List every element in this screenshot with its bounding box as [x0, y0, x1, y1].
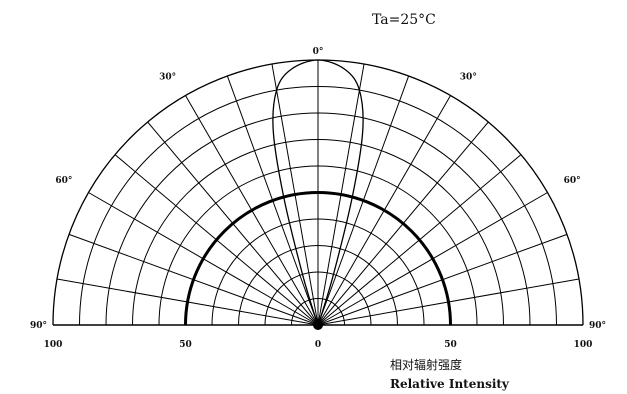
grid-spoke--20: [226, 75, 319, 326]
grid-spoke-60: [317, 192, 548, 326]
series-layer: [272, 59, 364, 327]
xlabel-english: Relative Intensity: [390, 377, 510, 391]
radial-tick-label-right-50: 50: [444, 340, 457, 350]
radiation-pattern-line-0: [272, 59, 364, 327]
grid-spoke--10: [271, 63, 319, 326]
grid-spoke-50: [317, 154, 522, 326]
grid-spoke-70: [317, 233, 568, 326]
radial-tick-label-right-100: 100: [574, 340, 593, 350]
angle-label-60: 60°: [564, 176, 581, 186]
radial-tick-label-left-50: 50: [179, 340, 192, 350]
grid-spoke-80: [317, 278, 580, 326]
grid-spoke-30: [317, 95, 451, 326]
condition-label: Ta=25°C: [372, 12, 436, 28]
grid-spoke--60: [88, 192, 319, 326]
polar-grid: [52, 59, 584, 330]
grid-spoke--80: [56, 278, 319, 326]
grid-spoke-20: [317, 75, 410, 326]
angle-label-neg60: 60°: [55, 176, 72, 186]
angle-label-neg90: 90°: [30, 321, 47, 331]
label-layer: 90° 60° 30° 0° 30° 60° 90° 100 50 0 50 100: [30, 47, 606, 350]
xlabel-chinese: 相对辐射强度: [390, 357, 462, 372]
grid-spoke--30: [185, 95, 319, 326]
angle-label-0: 0°: [313, 47, 324, 57]
grid-spoke--40: [147, 121, 319, 326]
radial-tick-label-left-100: 100: [44, 340, 63, 350]
angle-label-30: 30°: [460, 72, 477, 82]
grid-spoke--70: [68, 233, 319, 326]
grid-spoke-40: [317, 121, 489, 326]
grid-spoke--50: [114, 154, 319, 326]
angle-label-neg30: 30°: [159, 72, 176, 82]
radial-tick-label-center-0: 0: [315, 340, 321, 350]
grid-spoke-10: [317, 63, 365, 326]
angle-label-90: 90°: [589, 321, 606, 331]
